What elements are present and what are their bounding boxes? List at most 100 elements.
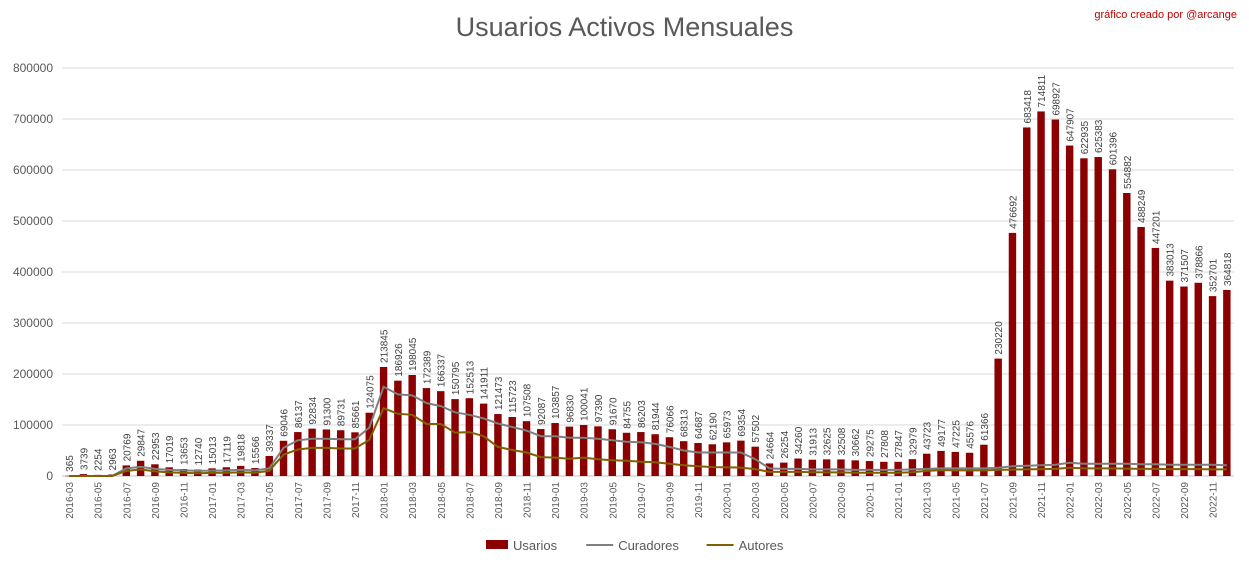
bar-usuarios	[1080, 158, 1088, 476]
data-label: 26254	[780, 430, 791, 458]
x-tick-label: 2018-05	[437, 482, 448, 519]
data-label: 166337	[437, 353, 448, 387]
bar-usuarios	[1123, 193, 1131, 476]
chart-credit: gráfico creado por @arcange	[1094, 9, 1237, 21]
data-label: 352701	[1209, 258, 1220, 292]
data-label: 622935	[1080, 120, 1091, 154]
bar-usuarios	[479, 403, 488, 476]
data-label: 186926	[394, 343, 405, 377]
bar-usuarios	[537, 429, 545, 476]
bar-usuarios	[665, 437, 674, 476]
data-label: 2963	[108, 448, 119, 471]
data-label: 45576	[966, 421, 977, 449]
bar-usuarios	[522, 421, 531, 476]
data-label: 714811	[1037, 74, 1048, 107]
line-autores	[69, 406, 1227, 477]
data-label: 3739	[79, 447, 90, 470]
bar-usuarios	[1051, 119, 1060, 476]
data-label: 141911	[480, 367, 491, 400]
x-tick-label: 2017-03	[237, 482, 248, 519]
x-tick-label: 2019-01	[551, 482, 562, 519]
data-label: 96830	[565, 394, 576, 422]
data-label: 68313	[680, 409, 691, 437]
data-label: 365	[65, 455, 76, 472]
data-label: 554882	[1123, 155, 1134, 189]
x-tick-label: 2017-09	[322, 482, 333, 519]
y-tick-label: 500000	[13, 214, 53, 228]
bar-usuarios	[351, 432, 359, 476]
x-tick-label: 2018-01	[380, 482, 391, 519]
data-label: 124075	[365, 375, 376, 409]
bars-layer	[65, 111, 1231, 477]
data-label: 92087	[537, 397, 548, 425]
data-label: 86137	[294, 400, 305, 428]
data-label: 150795	[451, 361, 462, 395]
legend-label: Usarios	[513, 538, 558, 553]
x-tick-label: 2017-05	[265, 482, 276, 519]
bar-usuarios	[451, 399, 459, 476]
data-label: 29847	[137, 429, 148, 457]
data-label: 20769	[122, 433, 133, 461]
x-tick-label: 2018-03	[408, 482, 419, 519]
data-label: 378866	[1194, 245, 1205, 279]
chart-title: Usuarios Activos Mensuales	[455, 12, 794, 42]
data-label: 488249	[1137, 189, 1148, 223]
data-label: 62190	[708, 412, 719, 440]
y-tick-label: 0	[46, 469, 53, 483]
bar-usuarios	[922, 453, 931, 476]
data-label: 364818	[1223, 252, 1234, 286]
bar-usuarios	[937, 450, 945, 476]
x-tick-label: 2019-11	[694, 482, 705, 518]
data-label: 65973	[723, 410, 734, 438]
data-label: 100041	[580, 387, 591, 421]
bar-usuarios	[408, 374, 416, 476]
data-label: 12740	[194, 437, 205, 465]
data-label: 19818	[237, 434, 248, 462]
data-label: 84755	[623, 401, 634, 429]
x-tick-label: 2021-05	[951, 482, 962, 519]
data-label: 447201	[1151, 210, 1162, 244]
bar-usuarios	[1137, 226, 1145, 476]
y-tick-label: 400000	[13, 265, 53, 279]
x-tick-label: 2020-11	[866, 482, 877, 518]
bar-usuarios	[1094, 157, 1102, 476]
bar-usuarios	[865, 461, 874, 476]
bar-usuarios	[1223, 289, 1231, 476]
data-label: 89731	[337, 398, 348, 426]
data-label: 86203	[637, 400, 648, 428]
data-label: 647907	[1066, 108, 1077, 142]
x-tick-label: 2020-03	[751, 482, 762, 519]
data-label: 29275	[866, 429, 877, 457]
axis-layer: 0 100000 200000 300000 400000 500000 600000 700…	[13, 61, 1220, 519]
data-label: 230220	[994, 321, 1005, 355]
y-tick-label: 300000	[13, 316, 53, 330]
data-label: 625383	[1094, 119, 1105, 153]
x-tick-label: 2021-07	[980, 482, 991, 519]
bar-usuarios	[279, 440, 288, 476]
bar-usuarios	[1165, 280, 1174, 476]
data-label: 121473	[494, 376, 505, 410]
x-tick-label: 2022-09	[1180, 482, 1191, 519]
x-tick-label: 2022-11	[1209, 482, 1220, 518]
data-label: 476692	[1008, 195, 1019, 229]
lines-layer	[69, 385, 1227, 477]
bar-usuarios	[336, 430, 345, 476]
data-label: 39337	[265, 424, 276, 452]
data-label: 85661	[351, 400, 362, 428]
bar-usuarios	[1208, 296, 1217, 476]
data-label: 91300	[322, 397, 333, 425]
data-label: 57502	[751, 414, 762, 442]
bar-usuarios	[365, 412, 374, 476]
x-tick-label: 2021-01	[894, 482, 905, 519]
data-label: 32625	[823, 427, 834, 455]
bar-usuarios	[565, 426, 574, 476]
bar-usuarios	[608, 429, 616, 476]
data-label: 17119	[222, 436, 233, 464]
bar-usuarios	[680, 441, 688, 476]
bar-usuarios	[751, 446, 759, 476]
bar-usuarios	[722, 442, 731, 476]
data-label: 91670	[608, 397, 619, 425]
y-tick-label: 100000	[13, 418, 53, 432]
bar-usuarios	[951, 451, 960, 476]
data-label: 115723	[508, 380, 519, 413]
